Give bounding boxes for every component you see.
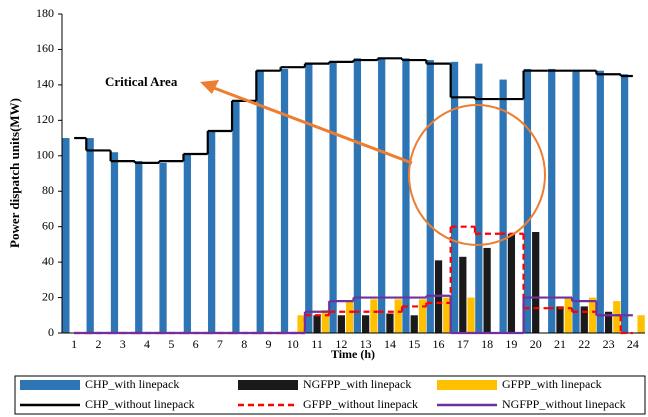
bar [297,315,305,333]
y-tick-label: 120 [36,112,54,126]
x-tick-label: 13 [360,337,372,351]
bar [394,299,402,333]
bar [443,297,451,333]
x-tick-label: 23 [603,337,615,351]
arrow-head [200,80,219,94]
y-tick-label: 20 [42,289,54,303]
x-tick-label: 9 [265,337,271,351]
bar [548,68,556,333]
y-tick-label: 80 [42,183,54,197]
y-tick-label: 0 [48,325,54,339]
bar [86,138,94,333]
bar [110,152,119,333]
bar [580,306,588,333]
x-tick-label: 16 [433,337,445,351]
bar [572,70,580,333]
bar [345,301,354,333]
legend-box [14,375,646,415]
x-tick-label: 4 [144,337,150,351]
bar [483,247,491,333]
bar [475,63,483,333]
bar [588,297,597,333]
x-tick-label: 8 [241,337,247,351]
x-tick-label: 17 [457,337,469,351]
bar [280,68,289,333]
x-tick-label: 15 [408,337,420,351]
legend-label: GFPP_without linepack [303,397,418,411]
legend-swatch [238,380,298,390]
bar [135,161,143,333]
bar [613,301,621,333]
bar [321,309,329,333]
x-tick-label: 3 [120,337,126,351]
x-tick-label: 5 [168,337,174,351]
bar [459,256,467,333]
bar [402,58,410,334]
bar [353,58,362,334]
bar [532,231,540,333]
legend-label: CHP_without linepack [85,397,195,411]
x-tick-label: 7 [217,337,223,351]
x-tick-label: 2 [95,337,101,351]
bar [159,162,167,333]
bar [637,315,645,333]
bar [467,297,475,333]
x-tick-label: 19 [505,337,517,351]
legend-label: NGFPP_without linepack [502,397,626,411]
x-tick-label: 14 [384,337,396,351]
y-tick-label: 40 [42,254,54,268]
y-tick-label: 140 [36,77,54,91]
annotation: Critical Area [105,74,178,89]
bar [620,74,629,333]
arrow-shaft [213,86,413,165]
x-tick-label: 6 [193,337,199,351]
bar [450,61,459,333]
y-tick-label: 160 [36,41,54,55]
legend-swatch [20,380,80,390]
y-tick-label: 180 [36,6,54,20]
x-tick-label: 10 [287,337,299,351]
bar [507,233,516,333]
x-axis-label: Time (h) [331,347,375,361]
highlight-circle [408,104,546,246]
bar [305,63,313,333]
x-tick-label: 1 [71,337,77,351]
legend-label: NGFPP_with linepack [303,377,411,391]
bar [232,100,240,333]
bar [313,315,321,333]
y-tick-label: 60 [42,218,54,232]
bar [256,70,264,333]
bar [556,306,564,333]
bar [183,154,191,333]
y-axis-label: Power dispatch units(MW) [7,98,22,248]
x-tick-label: 21 [554,337,566,351]
bar [337,315,345,333]
bar [370,299,378,333]
bar [329,61,337,333]
legend-label: GFPP_with linepack [502,377,602,391]
bar [604,311,613,333]
x-tick-label: 18 [481,337,493,351]
x-tick-label: 11 [311,337,323,351]
bar [596,70,604,333]
legend-label: CHP_with linepack [85,377,179,391]
bar [523,68,532,333]
bar [386,313,394,333]
x-tick-label: 12 [335,337,347,351]
x-tick-label: 24 [627,337,639,351]
bar [410,315,418,333]
bar [378,58,386,334]
x-tick-label: 20 [530,337,542,351]
bar [426,60,434,333]
bar [564,297,572,333]
x-tick-label: 22 [578,337,590,351]
bar [362,315,370,333]
bar [208,130,216,333]
y-tick-label: 100 [36,148,54,162]
legend-swatch [437,380,497,390]
bar [499,79,507,333]
bar [418,299,427,333]
bar [62,138,70,333]
